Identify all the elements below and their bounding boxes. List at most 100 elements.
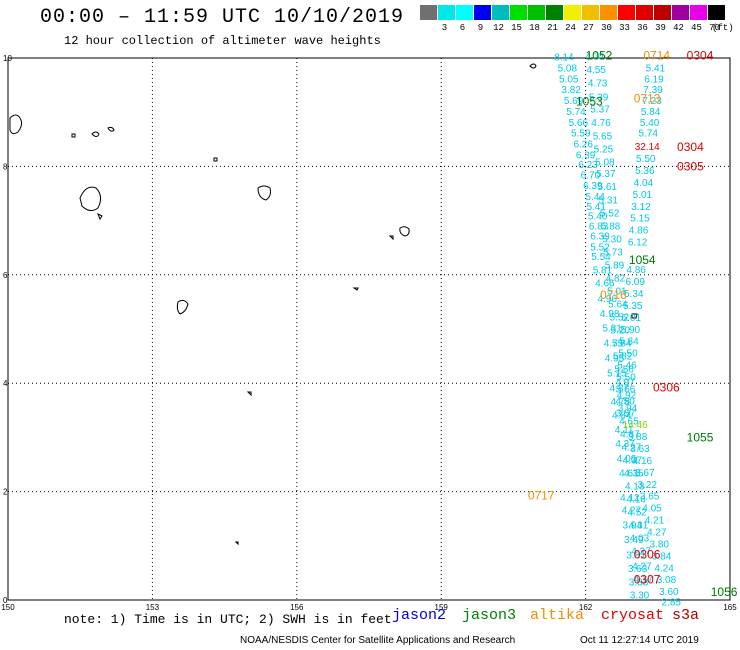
wave-height-value: 5.74 — [638, 129, 658, 140]
page-subtitle: 12 hour collection of altimeter wave hei… — [64, 34, 381, 48]
legend-swatch — [420, 5, 437, 20]
wave-height-value: 3.12 — [631, 202, 651, 213]
wave-height-value: 4.65 — [619, 416, 639, 427]
legend-label: 9 — [477, 23, 484, 33]
wave-height-value: 7.39 — [643, 85, 663, 96]
satellite-legend-item: jason2 — [392, 607, 447, 624]
legend-swatch — [564, 5, 581, 20]
wave-height-value: 3.49 — [624, 535, 644, 546]
legend-units: (ft) — [712, 23, 734, 33]
wave-height-value: 4.03 — [630, 533, 650, 544]
y-tick-label: 10 — [3, 54, 12, 63]
satellite-legend-item: s3a — [672, 607, 700, 624]
wave-height-value: 5.08 — [558, 64, 578, 75]
wave-height-value: 5.25 — [594, 144, 614, 155]
wave-height-value: 5.81 — [593, 266, 613, 277]
island-outline — [529, 63, 537, 69]
island-outline — [631, 313, 638, 319]
track-time-label: 0304 — [687, 49, 714, 63]
legend-swatch — [636, 5, 653, 20]
wave-height-value: 3.08 — [657, 575, 677, 586]
wave-height-value: 3.60 — [659, 587, 679, 598]
wave-height-value: 8.14 — [554, 53, 574, 64]
legend-label: 21 — [547, 23, 558, 33]
y-tick-label: 2 — [3, 488, 8, 497]
wave-height-value: 3.88 — [628, 432, 648, 443]
legend-label: 36 — [637, 23, 648, 33]
legend-swatch — [492, 5, 509, 20]
wave-height-value: 4.76 — [591, 118, 611, 129]
wave-height-value: 5.52 — [590, 242, 610, 253]
legend-label: 24 — [565, 23, 576, 33]
wave-height-value: 4.05 — [642, 504, 662, 515]
legend-swatch — [510, 5, 527, 20]
track-time-label: 1054 — [629, 253, 656, 267]
wave-height-value: 4.86 — [629, 226, 649, 237]
wave-height-value: 5.56 — [614, 364, 634, 375]
legend-swatch — [474, 5, 491, 20]
x-tick-label: 162 — [579, 603, 593, 612]
wave-height-value: 6.23 — [578, 160, 598, 171]
wave-height-value: 4.87 — [620, 429, 640, 440]
wave-height-value: 4.12 — [620, 493, 640, 504]
footer-credit: NOAA/NESDIS Center for Satellite Applica… — [240, 635, 516, 646]
legend-label: 12 — [493, 23, 504, 33]
wave-height-value: 4.78 — [611, 397, 631, 408]
wave-height-value: 5.40 — [588, 212, 608, 223]
island-outline — [246, 391, 252, 397]
legend-label: 39 — [655, 23, 666, 33]
wave-height-value: 3.30 — [630, 590, 650, 601]
wave-height-value: 6.09 — [625, 277, 645, 288]
wave-height-value: 5.15 — [630, 214, 650, 225]
island-outline — [9, 114, 23, 135]
track-time-label: 1055 — [687, 431, 714, 445]
wave-height-value: 6.83 — [589, 221, 609, 232]
track-time-label: 0307 — [634, 573, 661, 587]
track-time-label: 0717 — [528, 489, 555, 503]
wave-height-value: 4.97 — [615, 377, 635, 388]
island-outline — [107, 126, 115, 132]
wave-height-value: 5.84 — [612, 338, 632, 349]
wave-height-value: 4.27 — [622, 505, 642, 516]
wave-height-value: 5.05 — [559, 74, 579, 85]
wave-height-value: 5.41 — [646, 64, 666, 75]
wave-height-value: 3.22 — [637, 480, 657, 491]
track-time-label: 1053 — [576, 95, 603, 109]
wave-height-value: 2.85 — [662, 597, 682, 608]
wave-height-value: 5.52 — [610, 312, 630, 323]
wave-height-value: 5.54 — [591, 252, 611, 263]
x-tick-label: 165 — [723, 603, 737, 612]
legend-label: 27 — [583, 23, 594, 33]
wave-height-value: 3.57 — [616, 408, 636, 419]
legend-label: 18 — [529, 23, 540, 33]
wave-height-value: 6.19 — [644, 74, 664, 85]
legend-label: 33 — [619, 23, 630, 33]
wave-height-value: 5.20 — [611, 325, 631, 336]
wave-height-value: 5.31 — [602, 324, 622, 335]
wave-height-value: 4.27 — [647, 528, 667, 539]
wave-height-value: 5.37 — [596, 169, 616, 180]
legend-swatch — [582, 5, 599, 20]
wave-height-value: 3.65 — [640, 492, 660, 503]
wave-height-value: 4.21 — [645, 516, 665, 527]
wave-height-value: 4.95 — [605, 354, 625, 365]
wave-height-value: 5.64 — [608, 299, 628, 310]
wave-height-value: 5.01 — [622, 313, 642, 324]
wave-height-value: 6.39 — [576, 150, 596, 161]
wave-height-value: 4.13 — [625, 481, 645, 492]
legend-label: 3 — [441, 23, 448, 33]
y-tick-label: 6 — [3, 271, 8, 280]
y-tick-label: 4 — [3, 379, 8, 388]
color-scale-legend: 3 6 9 12 15 18 21 24 27 30 33 36 39 42 45 70 — [420, 5, 728, 35]
legend-label: 45 — [691, 23, 702, 33]
wave-height-value: 4.24 — [654, 563, 674, 574]
wave-height-value: 5.69 — [564, 96, 584, 107]
wave-height-value: 6.39 — [583, 181, 603, 192]
x-tick-label: 159 — [435, 603, 449, 612]
x-tick-label: 156 — [290, 603, 304, 612]
wave-height-value: 5.59 — [571, 129, 591, 140]
wave-height-value: 5.84 — [641, 107, 661, 118]
x-tick-label: 153 — [146, 603, 160, 612]
track-time-label: 0305 — [677, 160, 704, 174]
wave-height-value: 7.23 — [642, 96, 662, 107]
